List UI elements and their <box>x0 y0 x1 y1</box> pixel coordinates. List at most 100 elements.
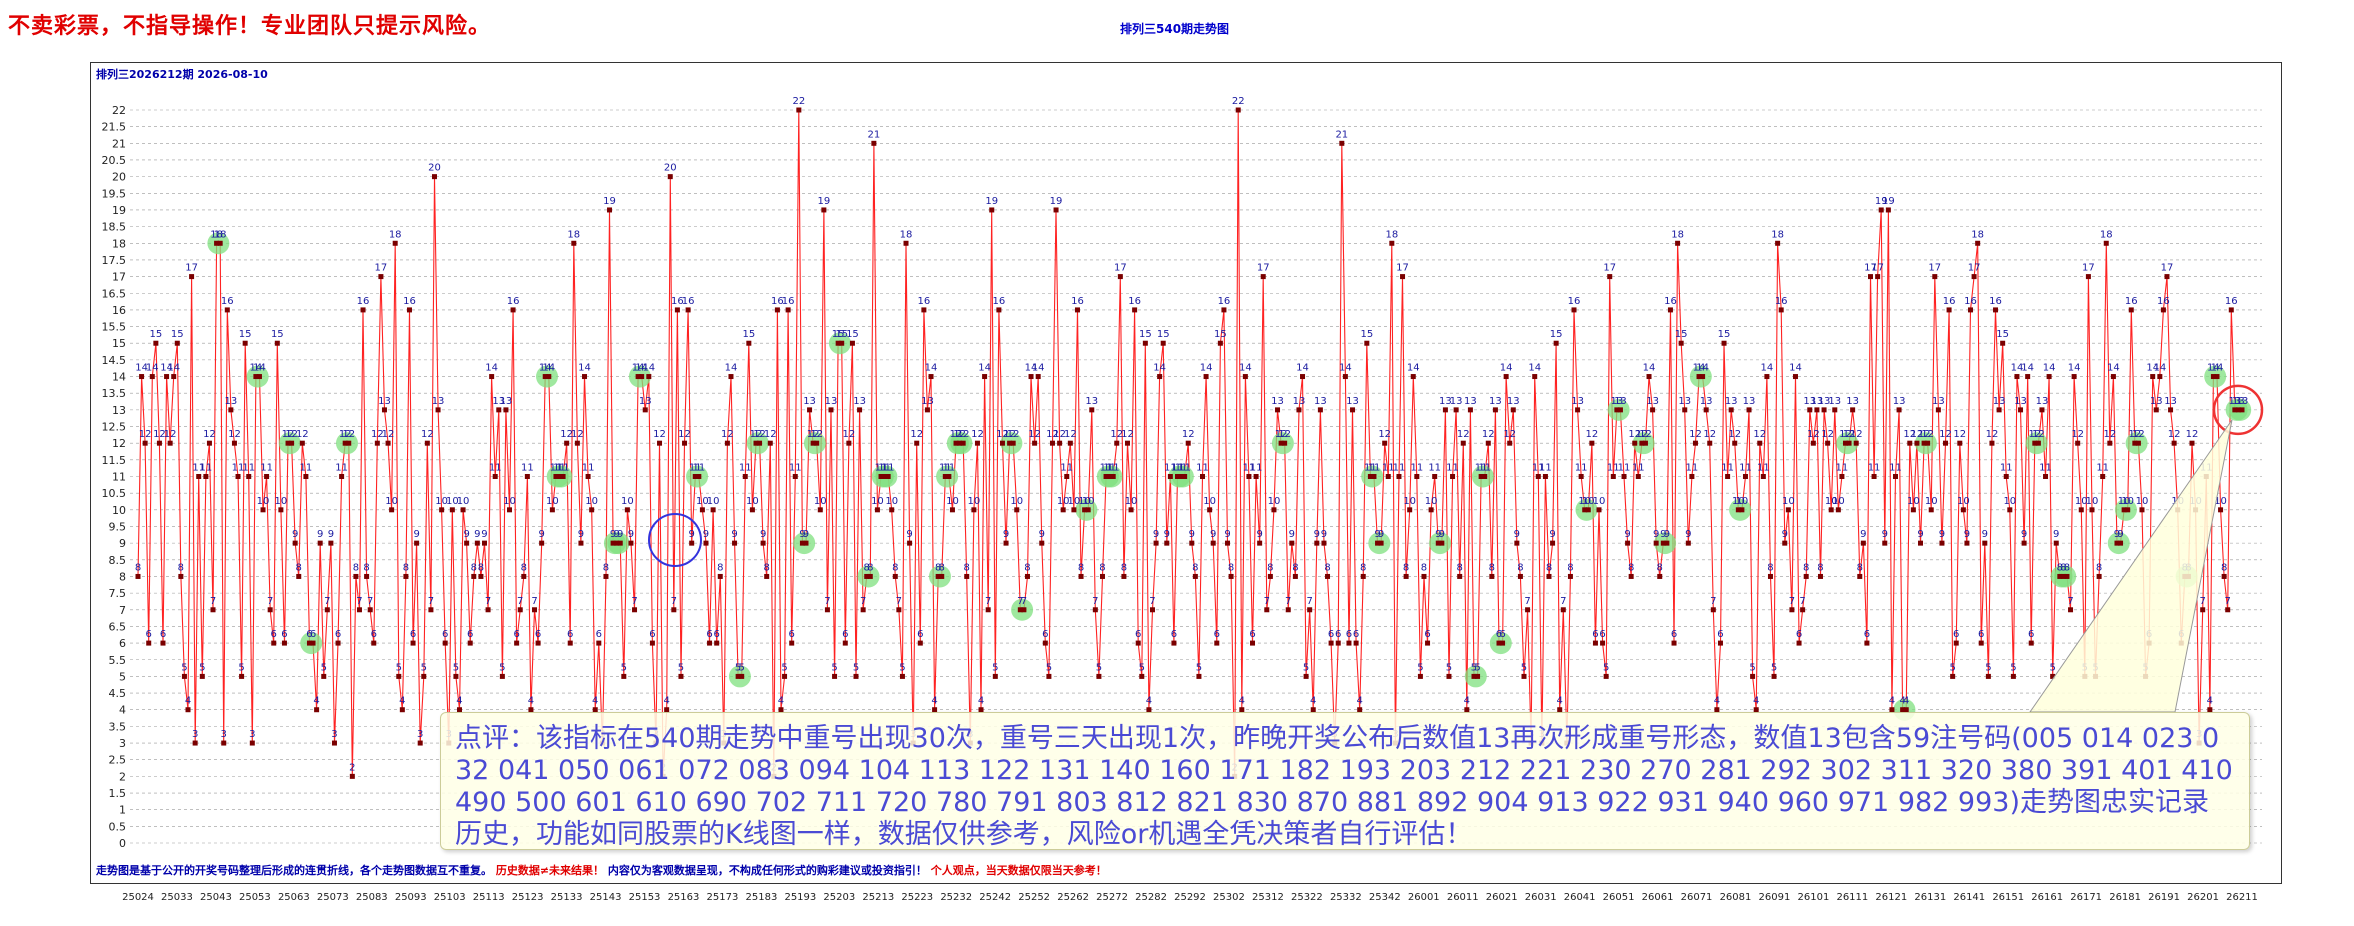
data-label: 11 <box>1618 463 1631 474</box>
data-point <box>896 607 902 613</box>
data-point <box>1342 374 1348 380</box>
y-tick-label: 16.5 <box>102 287 127 300</box>
x-tick-label: 26191 <box>2148 892 2180 903</box>
data-label: 12 <box>1121 429 1134 440</box>
data-label: 5 <box>781 662 787 673</box>
data-point <box>424 440 430 446</box>
data-point <box>1675 240 1681 246</box>
data-point <box>1657 573 1663 579</box>
data-point <box>1064 474 1070 479</box>
data-label: 14 <box>642 363 655 374</box>
data-point <box>867 573 873 579</box>
data-point <box>2232 407 2238 413</box>
footer-text-2: 历史数据≠未来结果！ <box>495 864 605 877</box>
data-point <box>1739 507 1745 513</box>
data-label: 13 <box>1293 396 1306 407</box>
data-label: 11 <box>200 463 213 474</box>
data-label: 11 <box>1575 463 1588 474</box>
data-point <box>2118 540 2124 546</box>
data-label: 4 <box>1889 696 1895 707</box>
data-point <box>2125 507 2131 513</box>
data-label: 14 <box>1339 363 1352 374</box>
data-label: 12 <box>678 429 691 440</box>
data-point <box>899 673 905 679</box>
data-label: 4 <box>978 696 984 707</box>
y-tick-label: 3.5 <box>109 720 127 733</box>
data-point <box>1085 507 1091 513</box>
data-point <box>1828 507 1834 513</box>
data-label: 8 <box>1489 562 1495 573</box>
data-point <box>532 607 538 613</box>
data-label: 10 <box>1736 496 1749 507</box>
data-label: 14 <box>1693 363 1706 374</box>
data-point <box>1953 640 1959 646</box>
data-point <box>582 374 588 380</box>
data-point <box>1024 573 1030 579</box>
data-point <box>1878 207 1884 213</box>
data-label: 17 <box>1968 263 1981 274</box>
x-tick-label: 26141 <box>1953 892 1985 903</box>
data-label: 9 <box>1224 529 1230 540</box>
data-point <box>256 374 262 380</box>
data-point <box>1671 640 1677 646</box>
data-point <box>524 474 530 479</box>
data-label: 5 <box>421 662 427 673</box>
data-point <box>2110 374 2116 380</box>
data-label: 18 <box>210 229 223 240</box>
data-label: 17 <box>1114 263 1127 274</box>
data-point <box>817 507 823 513</box>
data-label: 8 <box>939 562 945 573</box>
data-point <box>206 440 212 446</box>
data-label: 13 <box>2014 396 2027 407</box>
data-label: 11 <box>557 463 570 474</box>
data-point <box>142 440 148 446</box>
data-point <box>1375 540 1381 546</box>
data-point <box>614 540 620 546</box>
y-tick-label: 14 <box>112 371 126 384</box>
data-label: 9 <box>1549 529 1555 540</box>
data-label: 12 <box>571 429 584 440</box>
data-point <box>999 440 1005 446</box>
data-point <box>1814 407 1820 413</box>
data-point <box>1350 407 1356 413</box>
data-label: 6 <box>310 629 316 640</box>
data-label: 9 <box>1435 529 1441 540</box>
data-label: 10 <box>1782 496 1795 507</box>
data-point <box>949 507 955 513</box>
data-label: 5 <box>396 662 402 673</box>
y-tick-label: 4 <box>119 704 126 717</box>
data-point <box>1007 440 1013 446</box>
data-point <box>617 540 623 546</box>
data-label: 10 <box>707 496 720 507</box>
footer-text-1: 走势图是基于公开的开奖号码整理后形成的连贯折线，各个走势图数据互不重复。 <box>96 864 492 877</box>
data-point <box>203 474 209 479</box>
data-label: 13 <box>492 396 505 407</box>
data-label: 9 <box>703 529 709 540</box>
data-point <box>1096 673 1102 679</box>
data-point <box>1585 507 1591 513</box>
data-label: 18 <box>1771 229 1784 240</box>
data-label: 11 <box>2096 463 2109 474</box>
data-point <box>1425 640 1431 646</box>
data-label: 8 <box>2057 562 2063 573</box>
data-point <box>1292 573 1298 579</box>
data-label: 12 <box>2132 429 2145 440</box>
data-label: 12 <box>653 429 666 440</box>
data-point <box>1964 540 1970 546</box>
data-label: 14 <box>1643 363 1656 374</box>
data-point <box>1271 507 1277 513</box>
data-label: 10 <box>2003 496 2016 507</box>
data-label: 16 <box>221 296 234 307</box>
data-label: 4 <box>1146 696 1152 707</box>
data-label: 14 <box>1239 363 1252 374</box>
data-label: 4 <box>1753 696 1759 707</box>
data-point <box>389 507 395 513</box>
data-point <box>2132 440 2138 446</box>
data-point <box>314 707 320 713</box>
data-label: 6 <box>1496 629 1502 640</box>
y-tick-label: 8.5 <box>109 554 127 567</box>
data-label: 4 <box>1903 696 1909 707</box>
data-point <box>671 607 677 613</box>
data-point <box>1317 407 1323 413</box>
data-point <box>399 707 405 713</box>
